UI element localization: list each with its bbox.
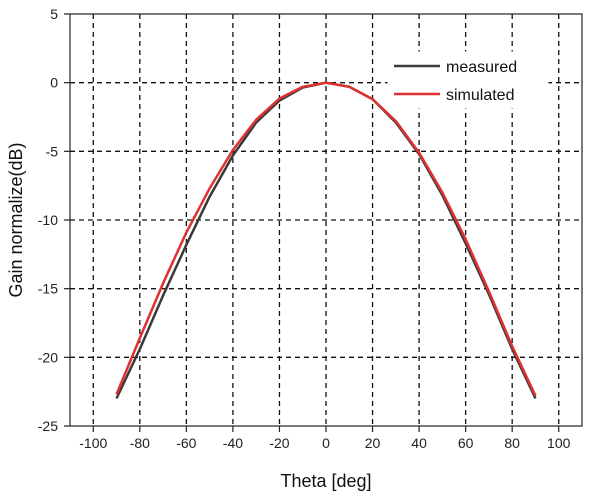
series-lines [115, 81, 537, 400]
axis-ticks: -100 -80 -60 -40 -20 0 20 40 60 80 100 5 0 -5 -10 -15 -2… [38, 6, 571, 451]
x-tick-label: 0 [322, 435, 330, 451]
y-tick-label: -15 [38, 281, 58, 297]
x-tick-label: 100 [547, 435, 571, 451]
x-tick-label: -80 [130, 435, 150, 451]
y-tick-label: 5 [50, 6, 58, 22]
x-tick-label: 60 [458, 435, 474, 451]
legend-box [387, 51, 549, 109]
y-tick-label: -25 [38, 418, 58, 434]
x-tick-label: 40 [411, 435, 427, 451]
x-tick-label: -40 [223, 435, 243, 451]
y-tick-label: 0 [50, 75, 58, 91]
y-axis-title: Gain normalize(dB) [6, 142, 26, 297]
series-line-simulated [115, 81, 537, 397]
x-tick-label: 80 [504, 435, 520, 451]
y-tick-label: -5 [46, 143, 59, 159]
legend-label-simulated: simulated [446, 87, 514, 104]
legend: measured simulated [387, 51, 549, 109]
x-tick-label: -100 [79, 435, 107, 451]
y-tick-label: -20 [38, 349, 58, 365]
x-tick-label: -60 [176, 435, 196, 451]
y-tick-label: -10 [38, 212, 58, 228]
legend-label-measured: measured [446, 59, 517, 76]
x-axis-title: Theta [deg] [280, 471, 371, 491]
x-tick-label: -20 [269, 435, 289, 451]
x-tick-label: 20 [365, 435, 381, 451]
